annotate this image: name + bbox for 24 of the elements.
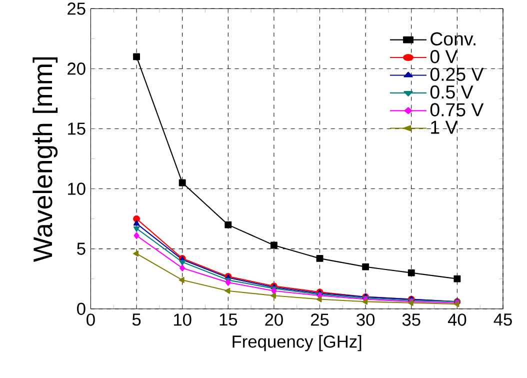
x-tick-label: 45: [494, 313, 512, 326]
y-tick-label: 15: [68, 122, 86, 135]
y-tick-label: 0: [77, 302, 86, 315]
legend-label: 1 V: [431, 120, 458, 134]
legend-label: Conv.: [430, 32, 476, 46]
legend-label: 0.5 V: [430, 85, 474, 99]
x-tick-label: 15: [220, 313, 238, 326]
x-tick-label: 35: [402, 313, 420, 326]
x-tick-label: 0: [86, 313, 95, 326]
legend-label: 0.25 V: [430, 68, 484, 81]
x-tick-label: 25: [310, 313, 329, 326]
x-tick-label: 10: [174, 313, 192, 326]
x-axis-title: Frequency [GHz]: [232, 334, 362, 352]
x-tick-label: 30: [356, 313, 375, 326]
x-tick-label: 5: [132, 313, 141, 326]
y-tick-label: 20: [68, 62, 86, 75]
y-tick-label: 10: [68, 182, 86, 195]
y-tick-label: 25: [68, 2, 86, 15]
x-tick-label: 20: [265, 313, 283, 326]
x-tick-label: 40: [448, 313, 466, 326]
legend-label: 0 V: [430, 50, 458, 64]
legend-label: 0.75 V: [430, 103, 484, 116]
y-tick-label: 5: [77, 242, 86, 255]
y-axis-title: Wavelength [mm]: [32, 57, 58, 262]
